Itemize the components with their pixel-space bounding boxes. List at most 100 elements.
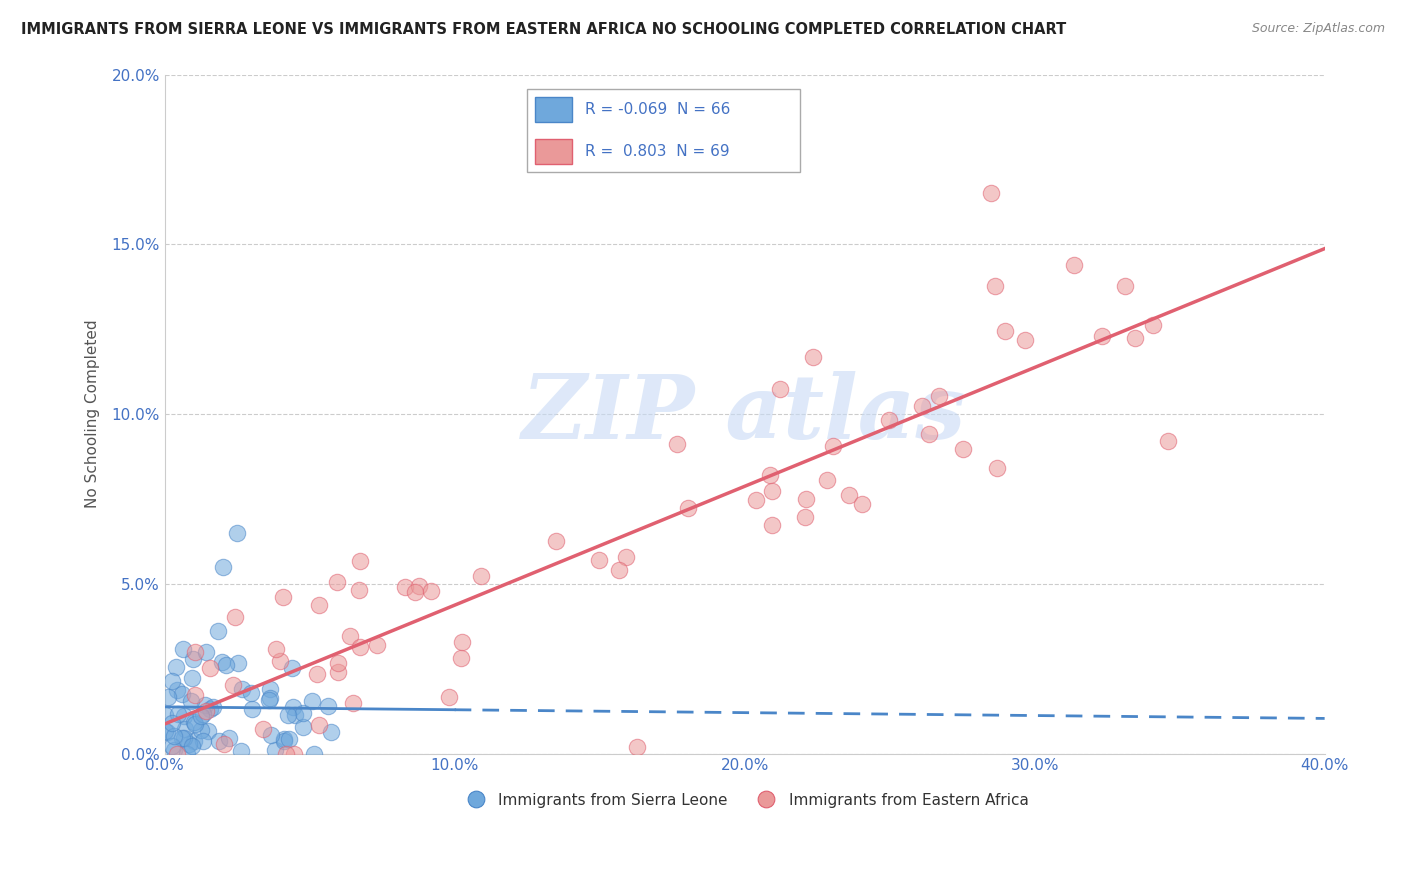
Point bbox=[163, 729, 186, 743]
Point bbox=[283, 747, 305, 761]
Point bbox=[172, 642, 194, 657]
Point bbox=[252, 723, 274, 737]
Point bbox=[183, 714, 205, 729]
Point bbox=[984, 278, 1007, 293]
Point bbox=[226, 525, 249, 540]
Point bbox=[439, 690, 461, 705]
Point bbox=[264, 743, 287, 757]
Point bbox=[347, 582, 370, 597]
Point bbox=[156, 725, 179, 739]
Point bbox=[200, 661, 222, 675]
Point bbox=[240, 702, 263, 716]
Point bbox=[259, 682, 281, 697]
Point bbox=[259, 691, 281, 706]
Point bbox=[184, 716, 207, 731]
Point bbox=[166, 683, 188, 698]
Point bbox=[420, 584, 443, 599]
Point bbox=[761, 484, 783, 499]
Point bbox=[745, 492, 768, 507]
Text: ZIP atlas: ZIP atlas bbox=[523, 371, 967, 458]
Point bbox=[292, 720, 315, 734]
Point bbox=[271, 591, 294, 605]
Point bbox=[326, 665, 349, 679]
Point bbox=[231, 681, 253, 696]
Point bbox=[408, 579, 430, 593]
Point bbox=[166, 747, 188, 761]
Point bbox=[211, 559, 233, 574]
Point bbox=[257, 692, 280, 706]
Point bbox=[218, 731, 240, 745]
Point bbox=[160, 673, 183, 688]
Point bbox=[325, 574, 347, 589]
Point bbox=[184, 688, 207, 702]
Point bbox=[308, 598, 330, 612]
Point bbox=[194, 704, 217, 718]
Point bbox=[273, 731, 295, 746]
Point bbox=[184, 645, 207, 659]
Point bbox=[308, 717, 330, 731]
Point bbox=[952, 442, 974, 457]
Point bbox=[801, 350, 824, 364]
Point bbox=[980, 186, 1002, 201]
Point bbox=[678, 500, 700, 515]
Point bbox=[162, 743, 184, 757]
Point bbox=[758, 468, 780, 483]
Point bbox=[1157, 434, 1180, 448]
Point bbox=[450, 651, 472, 665]
Point bbox=[928, 389, 950, 403]
Point bbox=[761, 517, 783, 532]
Point bbox=[546, 534, 568, 549]
Point bbox=[173, 709, 195, 723]
Text: Source: ZipAtlas.com: Source: ZipAtlas.com bbox=[1251, 22, 1385, 36]
Point bbox=[240, 686, 263, 700]
Y-axis label: No Schooling Completed: No Schooling Completed bbox=[86, 319, 100, 508]
Point bbox=[994, 324, 1017, 338]
Point bbox=[821, 439, 844, 453]
Point bbox=[918, 426, 941, 441]
Point bbox=[176, 747, 198, 761]
Legend: Immigrants from Sierra Leone, Immigrants from Eastern Africa: Immigrants from Sierra Leone, Immigrants… bbox=[454, 787, 1035, 814]
Point bbox=[264, 642, 287, 657]
Point bbox=[342, 696, 364, 710]
Point bbox=[326, 657, 349, 671]
Point bbox=[269, 654, 291, 668]
Point bbox=[339, 629, 361, 643]
Point bbox=[153, 708, 176, 723]
Point bbox=[190, 723, 212, 737]
Point bbox=[665, 437, 688, 451]
Point bbox=[838, 488, 860, 502]
Point bbox=[181, 652, 204, 666]
Point bbox=[1090, 329, 1112, 343]
Point bbox=[1114, 279, 1136, 293]
Point bbox=[281, 700, 304, 714]
Point bbox=[273, 733, 295, 747]
Point bbox=[259, 728, 281, 742]
Point bbox=[1142, 318, 1164, 332]
Point bbox=[349, 640, 371, 654]
Point bbox=[160, 716, 183, 731]
Point bbox=[208, 734, 231, 748]
Point bbox=[197, 723, 219, 738]
Point bbox=[166, 706, 188, 721]
Point bbox=[276, 747, 298, 761]
Point bbox=[221, 678, 243, 692]
Point bbox=[183, 734, 205, 748]
Point bbox=[307, 666, 329, 681]
Point bbox=[986, 460, 1008, 475]
Point bbox=[1063, 258, 1085, 272]
Point bbox=[319, 725, 342, 739]
Point bbox=[614, 549, 637, 564]
Point bbox=[198, 702, 221, 716]
Point bbox=[277, 708, 299, 723]
Point bbox=[768, 382, 790, 396]
Point bbox=[366, 638, 388, 652]
Point bbox=[281, 661, 304, 675]
Point bbox=[451, 635, 474, 649]
Point bbox=[877, 412, 900, 426]
Point bbox=[207, 624, 229, 638]
Point bbox=[349, 554, 371, 568]
Point bbox=[194, 698, 217, 712]
Point bbox=[214, 658, 236, 673]
Point bbox=[170, 731, 193, 745]
Point bbox=[190, 709, 212, 723]
